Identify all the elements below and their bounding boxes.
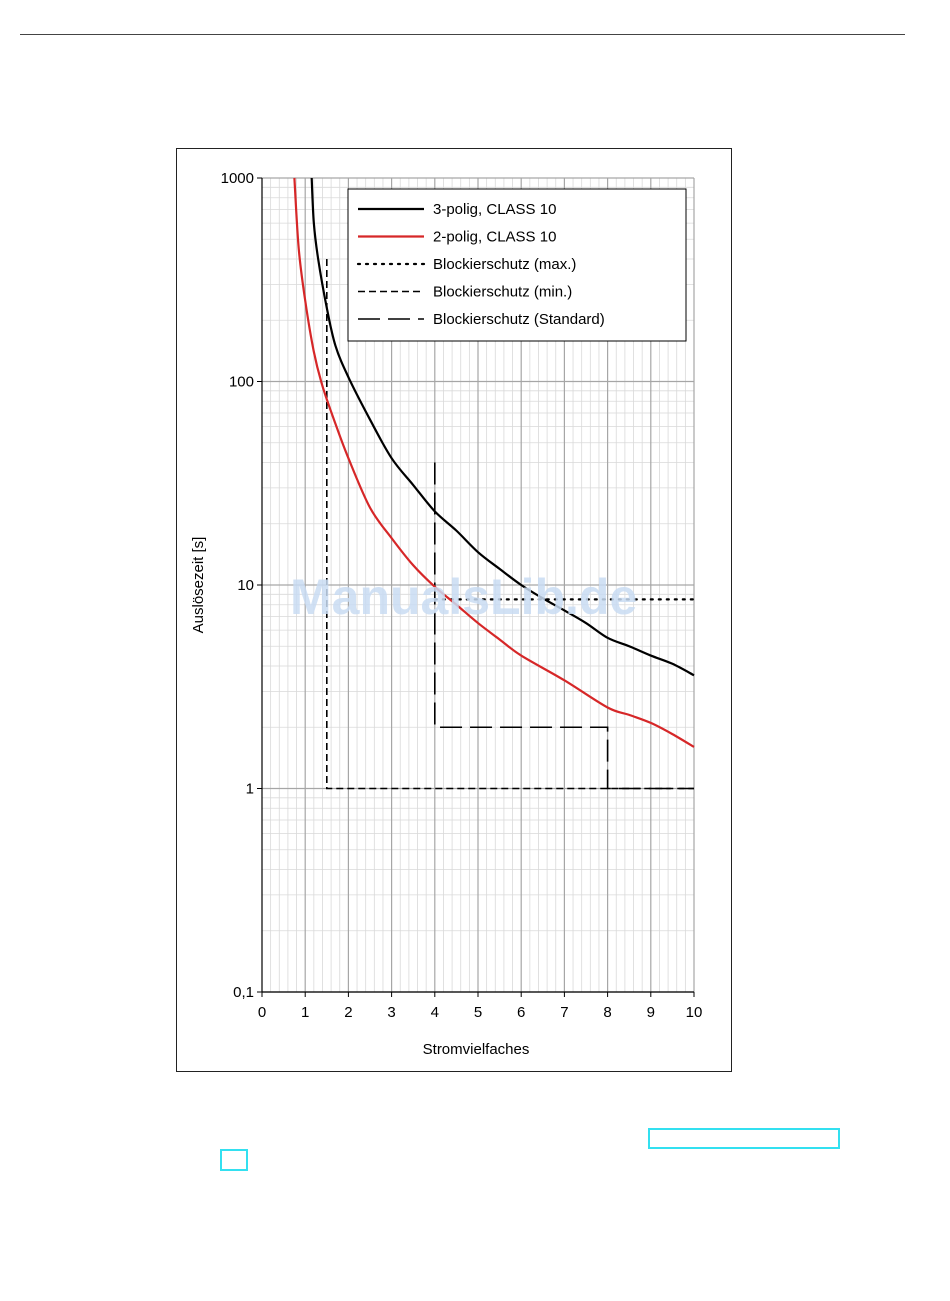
x-tick-label: 7 (560, 1004, 568, 1021)
highlight-box-small (220, 1149, 248, 1171)
highlight-box (648, 1128, 840, 1149)
y-axis-label: Auslösezeit [s] (190, 537, 207, 634)
x-tick-label: 5 (474, 1004, 482, 1021)
x-tick-label: 1 (301, 1004, 309, 1021)
legend-label: 3-polig, CLASS 10 (433, 201, 556, 218)
legend-label: 2-polig, CLASS 10 (433, 229, 556, 246)
x-tick-label: 6 (517, 1004, 525, 1021)
x-tick-label: 9 (647, 1004, 655, 1021)
legend-box (347, 188, 687, 342)
x-axis-label: Stromvielfaches (423, 1041, 530, 1058)
legend: 3-polig, CLASS 10 2-polig, CLASS 10 Blocki… (347, 188, 687, 342)
series-line-1 (310, 177, 695, 677)
series-layer (293, 177, 696, 790)
legend-label: Blockierschutz (max.) (433, 256, 576, 273)
series-line-5 (434, 462, 694, 790)
x-tick-label: 3 (387, 1004, 395, 1021)
legend-label: Blockierschutz (min.) (433, 284, 572, 301)
y-tick-label: 10 (237, 577, 254, 594)
y-tick-label: 1000 (221, 170, 254, 187)
series-line-2 (293, 177, 695, 748)
top-rule (20, 34, 905, 35)
x-tick-label: 0 (258, 1004, 266, 1021)
y-tick-label: 0,1 (233, 984, 254, 1001)
y-tick-label: 1 (246, 781, 254, 798)
series-line-4 (326, 258, 694, 790)
x-tick-label: 8 (603, 1004, 611, 1021)
legend-label: Blockierschutz (Standard) (433, 311, 605, 328)
x-tick-label: 10 (686, 1004, 703, 1021)
axes-layer: 0 1 2 3 4 5 6 7 8 9 10 1000 100 10 1 0,1 (221, 170, 703, 1021)
x-tick-label: 4 (431, 1004, 439, 1021)
x-tick-label: 2 (344, 1004, 352, 1021)
y-tick-label: 100 (229, 374, 254, 391)
